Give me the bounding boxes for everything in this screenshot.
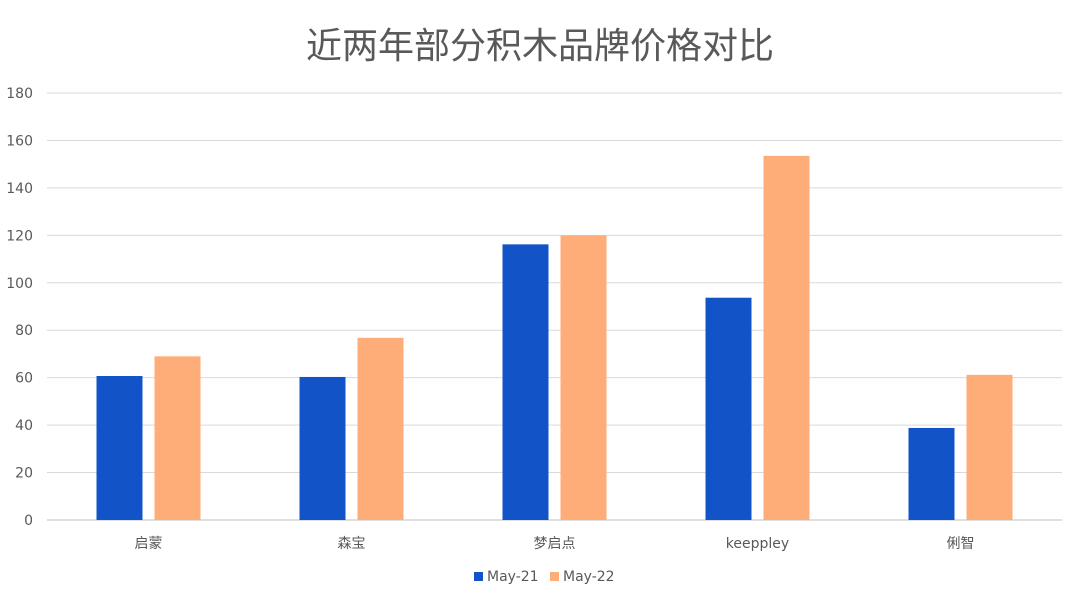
y-tick-label: 20 <box>15 466 33 482</box>
x-category-label: keeppley <box>726 536 789 552</box>
y-tick-label: 120 <box>6 228 33 244</box>
legend-swatch <box>474 572 483 581</box>
legend-label: May-22 <box>563 569 615 585</box>
gridlines <box>47 92 1062 521</box>
x-category-label: 俐智 <box>947 536 975 552</box>
legend-label: May-21 <box>487 569 539 585</box>
bar-May-22-keeppley <box>763 155 810 520</box>
bar-May-22-俐智 <box>966 374 1013 520</box>
bar-May-21-森宝 <box>299 376 346 520</box>
bar-May-21-keeppley <box>705 297 752 520</box>
y-tick-label: 80 <box>15 323 33 339</box>
y-tick-label: 100 <box>6 276 33 292</box>
y-tick-label: 180 <box>6 86 33 102</box>
y-tick-label: 140 <box>6 181 33 197</box>
y-tick-label: 0 <box>24 513 33 529</box>
x-axis-categories: 启蒙 森宝 梦启点 keeppley 俐智 <box>135 536 975 552</box>
bar-May-21-俐智 <box>908 427 955 520</box>
y-tick-label: 60 <box>15 371 33 387</box>
chart-title: 近两年部分积木品牌价格对比 <box>306 26 774 67</box>
x-category-label: 启蒙 <box>135 536 163 552</box>
bar-May-22-梦启点 <box>560 235 607 521</box>
y-tick-label: 160 <box>6 133 33 149</box>
x-category-label: 梦启点 <box>534 536 576 552</box>
bar-May-22-启蒙 <box>154 356 201 520</box>
legend: May-21 May-22 <box>474 569 615 585</box>
bar-May-22-森宝 <box>357 337 404 520</box>
y-axis-ticks: 0 20 40 60 80 100 120 140 160 180 <box>6 86 33 529</box>
bar-May-21-梦启点 <box>502 244 549 520</box>
x-category-label: 森宝 <box>338 536 366 552</box>
bars <box>96 155 1013 521</box>
y-tick-label: 40 <box>15 418 33 434</box>
legend-swatch <box>550 572 559 581</box>
bar-May-21-启蒙 <box>96 376 143 520</box>
